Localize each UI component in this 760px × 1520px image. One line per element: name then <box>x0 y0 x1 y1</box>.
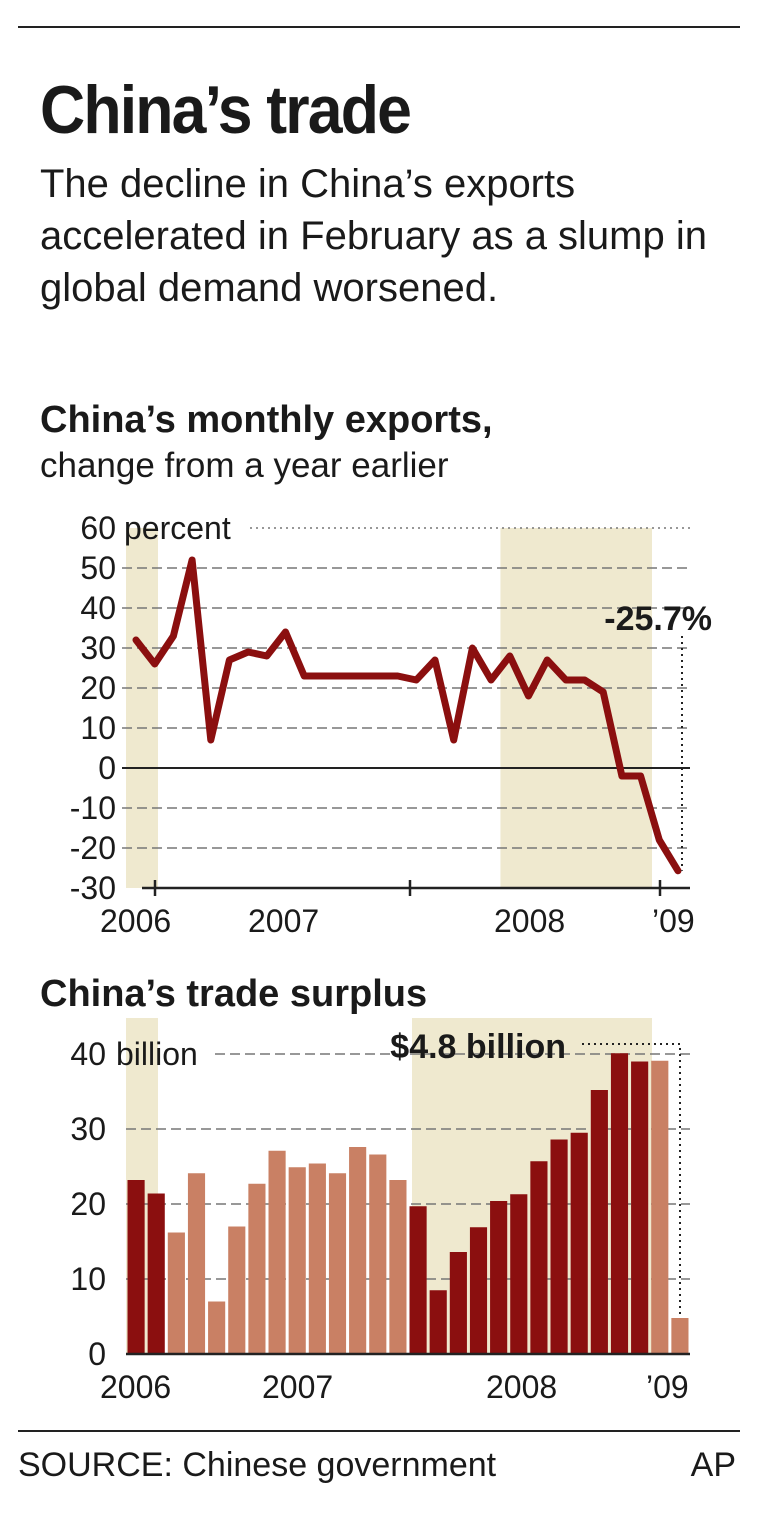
surplus-bar <box>389 1180 407 1354</box>
source-credit: SOURCE: Chinese government <box>18 1446 497 1484</box>
surplus-bar <box>349 1147 367 1354</box>
y-tick-label: 0 <box>98 750 116 786</box>
surplus-bar <box>268 1150 286 1354</box>
surplus-bar <box>510 1194 528 1354</box>
exports-chart-title: China’s monthly exports, <box>40 399 493 441</box>
y-tick-label: 10 <box>80 710 116 746</box>
x-tick-label: 2007 <box>262 1369 333 1405</box>
surplus-bar <box>631 1061 649 1354</box>
surplus-bar <box>288 1167 306 1354</box>
surplus-bar <box>610 1053 629 1354</box>
surplus-bar <box>651 1060 669 1354</box>
surplus-bar <box>570 1132 588 1354</box>
x-tick-label: ’09 <box>646 1369 689 1405</box>
x-tick-label: 2006 <box>100 1369 171 1405</box>
x-tick-label: 2006 <box>100 903 171 939</box>
surplus-bar <box>469 1227 488 1354</box>
surplus-bar <box>167 1232 185 1354</box>
recession-band <box>500 528 652 888</box>
exports-chart-subtitle: change from a year earlier <box>40 446 449 485</box>
callout-label: -25.7% <box>604 600 712 638</box>
y-tick-label: 40 <box>80 590 116 626</box>
callout-leader <box>582 1043 681 1314</box>
surplus-bar <box>228 1226 246 1354</box>
surplus-bar <box>671 1318 689 1354</box>
surplus-bar <box>208 1301 226 1354</box>
y-tick-label: -30 <box>70 870 116 906</box>
x-tick-label: 2008 <box>486 1369 557 1405</box>
surplus-bar <box>147 1193 165 1354</box>
surplus-bar <box>550 1139 568 1354</box>
callout-label: $4.8 billion <box>390 1028 566 1066</box>
surplus-bar <box>248 1183 266 1354</box>
surplus-bar <box>409 1206 427 1354</box>
bottom-rule <box>18 1430 740 1432</box>
surplus-bar-chart: 40 30 20 10 0 billion 2006 2007 2008 ’09 $4.8 bill… <box>70 1018 690 1405</box>
x-tick-label: ’09 <box>652 903 695 939</box>
recession-band <box>126 528 158 888</box>
headline: China’s trade <box>40 72 412 148</box>
y-tick-label: 0 <box>88 1336 106 1372</box>
surplus-bar <box>308 1163 326 1354</box>
surplus-bar <box>449 1252 467 1354</box>
y-tick-label: 10 <box>70 1261 106 1297</box>
surplus-bar <box>590 1090 608 1354</box>
surplus-bar <box>490 1201 508 1354</box>
y-tick-label: 60 <box>80 510 116 546</box>
y-tick-label: 40 <box>70 1036 106 1072</box>
y-tick-label: -10 <box>70 790 116 826</box>
surplus-bar <box>328 1173 347 1354</box>
x-tick-label: 2008 <box>494 903 565 939</box>
surplus-bar <box>429 1290 447 1354</box>
y-tick-label: 20 <box>70 1186 106 1222</box>
y-tick-label: 30 <box>80 630 116 666</box>
deck-text: The decline in China’s exports accelerat… <box>40 162 707 310</box>
y-tick-label: 20 <box>80 670 116 706</box>
surplus-bar <box>187 1173 206 1354</box>
exports-series-line <box>132 556 682 875</box>
surplus-bar <box>530 1161 548 1354</box>
surplus-bar <box>127 1180 145 1354</box>
y-unit-label: billion <box>116 1036 198 1072</box>
surplus-chart-title: China’s trade surplus <box>40 973 428 1015</box>
y-tick-label: 50 <box>80 550 116 586</box>
x-tick-label: 2007 <box>248 903 319 939</box>
surplus-bar <box>369 1154 387 1354</box>
exports-line-chart: 60 50 40 30 20 10 0 -10 -20 -30 percent 2006 2007 200… <box>70 510 712 939</box>
y-unit-label: percent <box>124 510 231 546</box>
agency-credit: AP <box>690 1446 736 1484</box>
y-tick-label: 30 <box>70 1111 106 1147</box>
y-tick-label: -20 <box>70 830 116 866</box>
top-rule <box>18 26 740 28</box>
